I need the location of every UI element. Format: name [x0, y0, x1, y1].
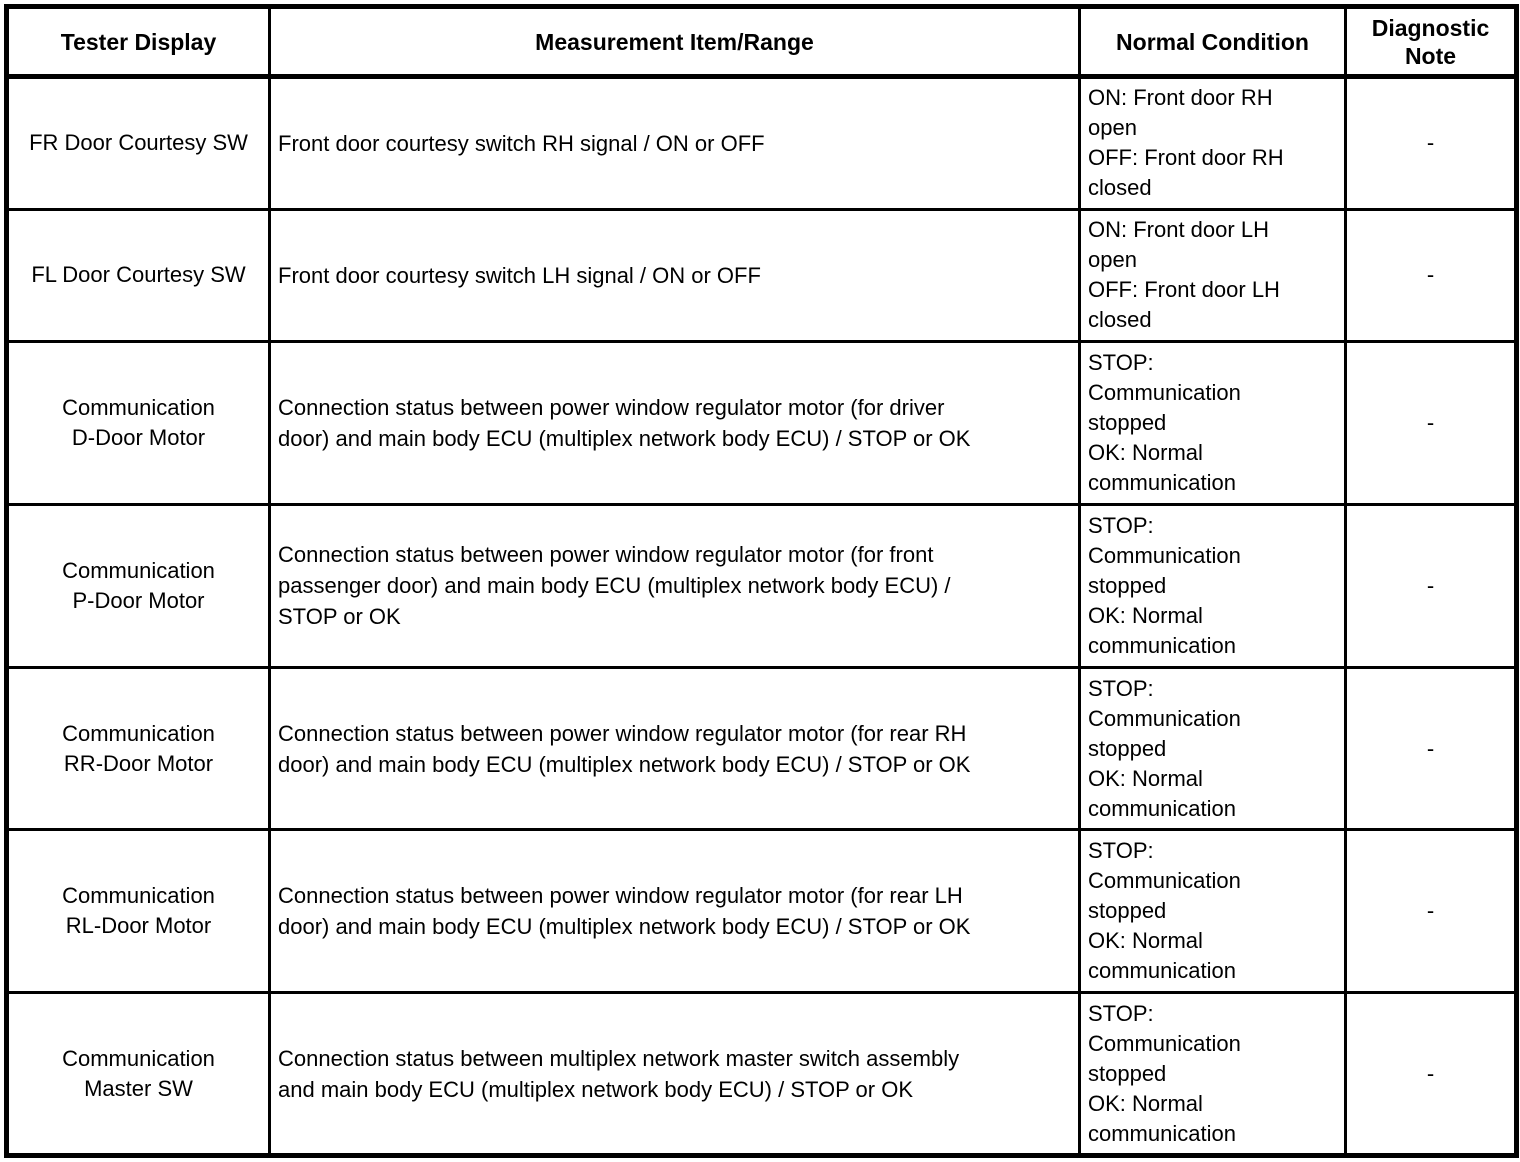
normal-condition-cell: STOP: Communication stopped OK: Normal c…	[1078, 340, 1347, 506]
normal-condition-cell: ON: Front door RH open OFF: Front door R…	[1078, 75, 1347, 211]
tester-display-cell: Communication RL-Door Motor	[5, 828, 271, 995]
diagnostic-note-cell: -	[1344, 991, 1518, 1157]
diagnostic-note-cell: -	[1344, 75, 1518, 211]
diagnostic-note-cell: -	[1344, 828, 1518, 995]
normal-condition-cell: STOP: Communication stopped OK: Normal c…	[1078, 502, 1347, 669]
header-tester-display: Tester Display	[5, 5, 271, 79]
measurement-cell: Connection status between power window r…	[268, 665, 1081, 832]
tester-display-cell: Communication D-Door Motor	[5, 340, 271, 506]
measurement-cell: Front door courtesy switch LH signal / O…	[268, 207, 1081, 344]
table-row: FR Door Courtesy SW Front door courtesy …	[5, 75, 1518, 211]
tester-display-cell: FL Door Courtesy SW	[5, 207, 271, 344]
diagnostic-note-cell: -	[1344, 502, 1518, 669]
diagnostic-note-cell: -	[1344, 665, 1518, 832]
normal-condition-cell: STOP: Communication stopped OK: Normal c…	[1078, 828, 1347, 995]
table-row: Communication RR-Door Motor Connection s…	[5, 665, 1518, 832]
tester-display-cell: Communication RR-Door Motor	[5, 665, 271, 832]
header-measurement-item-range: Measurement Item/Range	[268, 5, 1081, 79]
table-row: Communication RL-Door Motor Connection s…	[5, 828, 1518, 995]
measurement-cell: Connection status between power window r…	[268, 340, 1081, 506]
tester-display-cell: Communication Master SW	[5, 991, 271, 1157]
header-normal-condition: Normal Condition	[1078, 5, 1347, 79]
measurement-cell: Connection status between power window r…	[268, 828, 1081, 995]
diagnostic-note-cell: -	[1344, 340, 1518, 506]
measurement-cell: Connection status between multiplex netw…	[268, 991, 1081, 1157]
table-row: Communication P-Door Motor Connection st…	[5, 502, 1518, 669]
normal-condition-cell: STOP: Communication stopped OK: Normal c…	[1078, 991, 1347, 1157]
table-row: Communication Master SW Connection statu…	[5, 991, 1518, 1157]
measurement-cell: Front door courtesy switch RH signal / O…	[268, 75, 1081, 211]
data-list-table: Tester Display Measurement Item/Range No…	[4, 4, 1519, 1158]
table-row: FL Door Courtesy SW Front door courtesy …	[5, 207, 1518, 344]
tester-display-cell: Communication P-Door Motor	[5, 502, 271, 669]
diagnostic-note-cell: -	[1344, 207, 1518, 344]
normal-condition-cell: STOP: Communication stopped OK: Normal c…	[1078, 665, 1347, 832]
table-row: Communication D-Door Motor Connection st…	[5, 340, 1518, 506]
tester-display-cell: FR Door Courtesy SW	[5, 75, 271, 211]
header-diagnostic-note: Diagnostic Note	[1344, 5, 1518, 79]
table-header-row: Tester Display Measurement Item/Range No…	[5, 5, 1518, 79]
measurement-cell: Connection status between power window r…	[268, 502, 1081, 669]
normal-condition-cell: ON: Front door LH open OFF: Front door L…	[1078, 207, 1347, 344]
